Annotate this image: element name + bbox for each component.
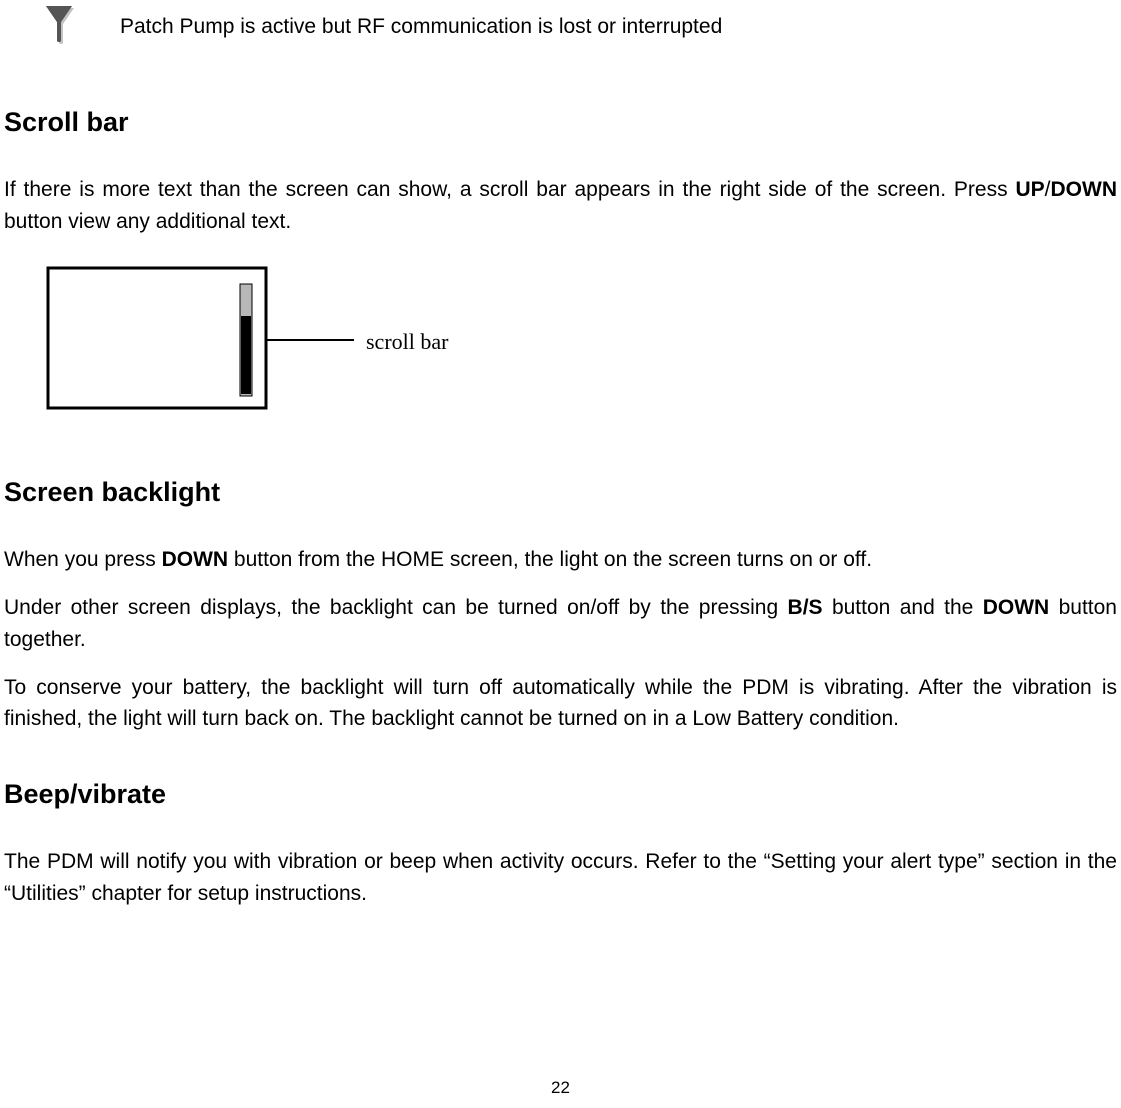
bold-down: DOWN (162, 548, 229, 571)
text: If there is more text than the screen ca… (4, 178, 1015, 201)
bold-up: UP (1015, 178, 1044, 201)
heading-scroll-bar: Scroll bar (4, 107, 1117, 138)
backlight-paragraph-3: To conserve your battery, the backlight … (4, 672, 1117, 736)
icon-caption-text: Patch Pump is active but RF communicatio… (120, 12, 722, 41)
text: button and the (823, 596, 983, 619)
backlight-paragraph-2: Under other screen displays, the backlig… (4, 592, 1117, 656)
bold-bs: B/S (788, 596, 823, 619)
bold-down: DOWN (1051, 178, 1118, 201)
text: When you press (4, 548, 162, 571)
text: button view any additional text. (4, 210, 291, 233)
text: Under other screen displays, the backlig… (4, 596, 788, 619)
icon-caption-row: Patch Pump is active but RF communicatio… (4, 4, 1117, 49)
scrollbar-diagram: scroll bar (46, 264, 1117, 419)
beep-paragraph: The PDM will notify you with vibration o… (4, 846, 1117, 910)
page-number: 22 (0, 1078, 1121, 1098)
scrollbar-paragraph: If there is more text than the screen ca… (4, 174, 1117, 238)
bold-down: DOWN (983, 596, 1050, 619)
heading-screen-backlight: Screen backlight (4, 477, 1117, 508)
svg-text:scroll bar: scroll bar (366, 329, 449, 354)
text: button from the HOME screen, the light o… (228, 548, 872, 571)
antenna-icon (42, 4, 76, 49)
backlight-paragraph-1: When you press DOWN button from the HOME… (4, 544, 1117, 576)
heading-beep-vibrate: Beep/vibrate (4, 779, 1117, 810)
